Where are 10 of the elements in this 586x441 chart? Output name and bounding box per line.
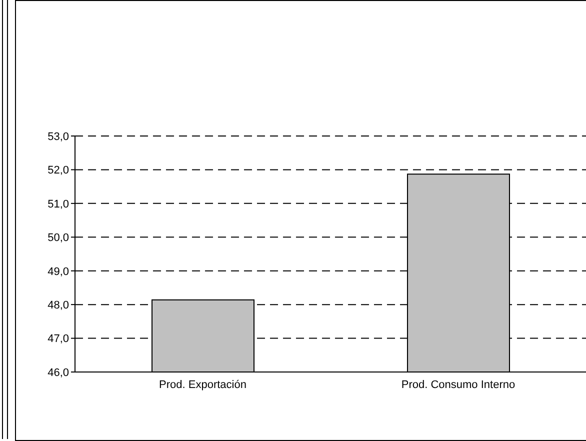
x-tick-label: Prod. Exportación <box>159 378 246 391</box>
y-tick-label: 51,0 <box>48 198 69 210</box>
y-tick-label: 46,0 <box>48 366 69 379</box>
y-tick-label: 50,0 <box>48 232 69 244</box>
y-tick-label: 53,0 <box>48 130 69 143</box>
y-tick-label: 52,0 <box>48 164 69 177</box>
y-tick-label: 47,0 <box>48 333 69 346</box>
y-tick-label: 49,0 <box>48 266 69 278</box>
x-tick-label: Prod. Consumo Interno <box>401 378 516 391</box>
y-tick-label: 48,0 <box>48 299 69 312</box>
